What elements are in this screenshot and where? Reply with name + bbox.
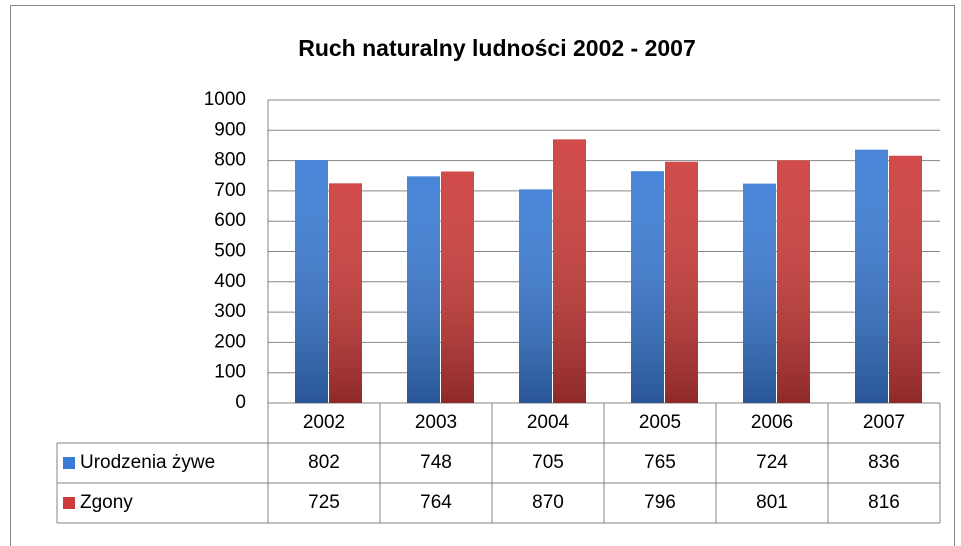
legend-key (63, 457, 75, 469)
x-tick-label: 2007 (863, 412, 905, 433)
table-value: 802 (308, 452, 340, 473)
table-value: 816 (868, 492, 900, 513)
table-value: 836 (868, 452, 900, 473)
legend-key (63, 497, 75, 509)
y-tick-label: 800 (214, 150, 246, 171)
table-value: 765 (644, 452, 676, 473)
y-tick-label: 200 (214, 331, 246, 352)
bar-shade (855, 149, 888, 403)
bar-shade (631, 171, 664, 403)
bar-shade (743, 183, 776, 403)
bar-shade (777, 160, 810, 403)
table-value: 870 (532, 492, 564, 513)
y-tick-label: 1000 (204, 89, 246, 110)
bar-shade (295, 159, 328, 403)
x-tick-label: 2006 (751, 412, 793, 433)
bar-shade (441, 171, 474, 403)
legend-label: Zgony (80, 492, 133, 513)
bar-shade (407, 176, 440, 403)
table-value: 725 (308, 492, 340, 513)
chart-title: Ruch naturalny ludności 2002 - 2007 (298, 35, 696, 61)
bar-shade (889, 155, 922, 403)
table-value: 764 (420, 492, 452, 513)
y-tick-label: 100 (214, 362, 246, 383)
x-tick-label: 2002 (303, 412, 345, 433)
table-value: 748 (420, 452, 452, 473)
table-value: 724 (756, 452, 788, 473)
bar-shade (665, 161, 698, 403)
x-tick-label: 2004 (527, 412, 570, 433)
y-tick-label: 900 (214, 119, 246, 140)
y-tick-label: 500 (214, 241, 246, 262)
y-tick-label: 0 (235, 392, 246, 413)
bar-shade (553, 139, 586, 403)
x-tick-label: 2005 (639, 412, 681, 433)
legend-label: Urodzenia żywe (80, 452, 215, 473)
table-value: 705 (532, 452, 564, 473)
table-value: 796 (644, 492, 676, 513)
y-tick-label: 600 (214, 210, 246, 231)
y-tick-label: 700 (214, 180, 246, 201)
bar-shade (519, 189, 552, 403)
y-tick-label: 300 (214, 301, 246, 322)
table-value: 801 (756, 492, 788, 513)
y-tick-label: 400 (214, 271, 246, 292)
bar-shade (329, 183, 362, 403)
x-tick-label: 2003 (415, 412, 457, 433)
